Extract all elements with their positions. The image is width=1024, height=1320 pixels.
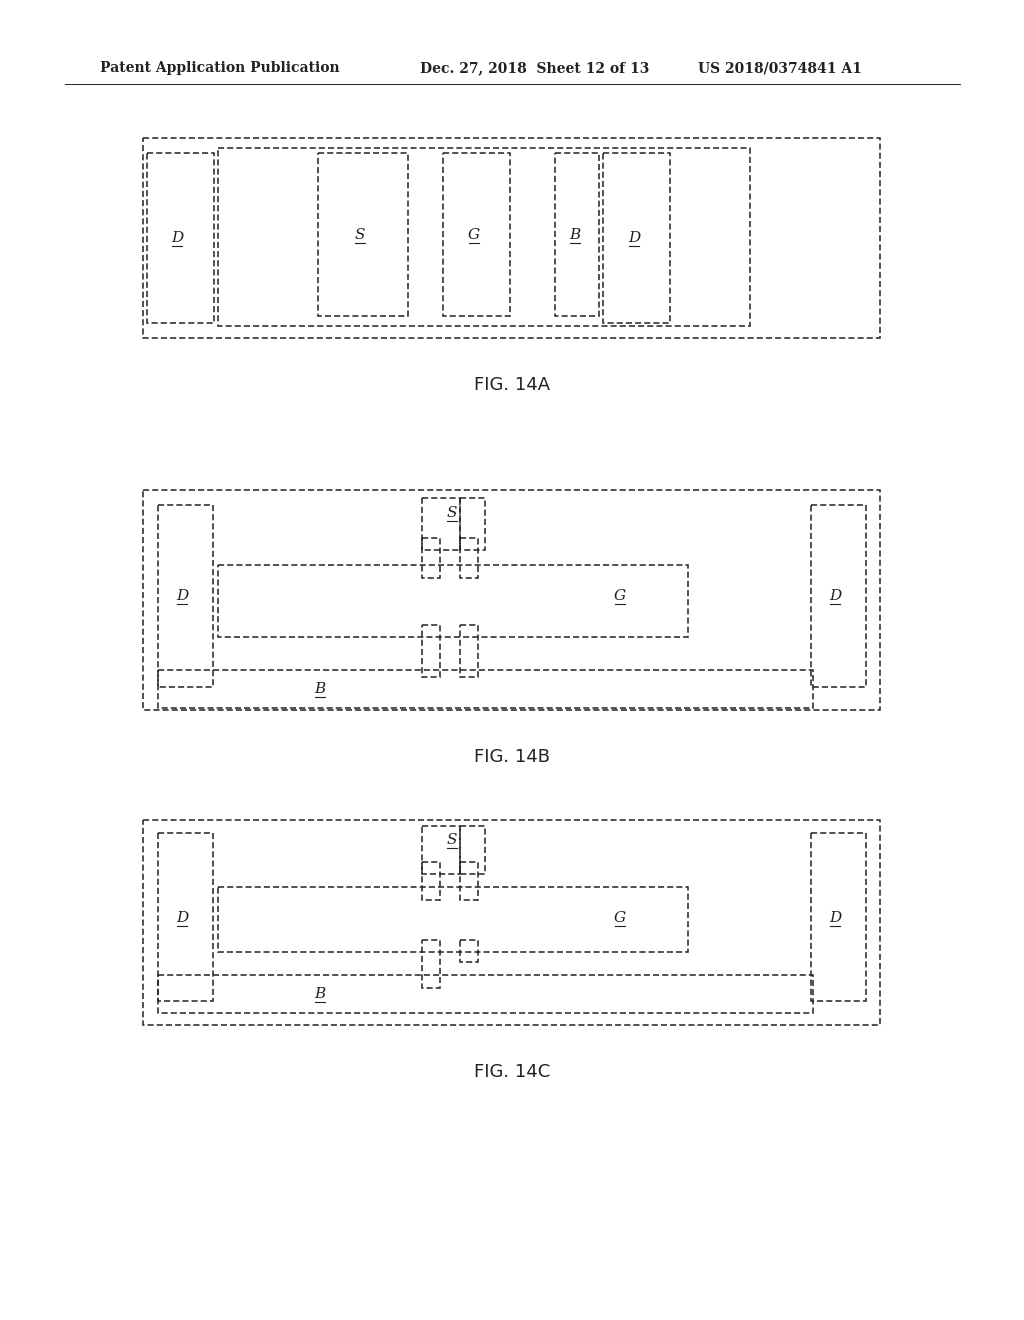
Text: G: G <box>614 911 626 925</box>
Bar <box>158 671 813 708</box>
Text: S: S <box>446 506 458 520</box>
Text: D: D <box>628 231 640 246</box>
Bar <box>460 826 485 874</box>
Bar <box>422 539 440 578</box>
Bar <box>460 940 478 962</box>
Text: D: D <box>828 589 841 603</box>
Bar <box>218 887 688 952</box>
Bar <box>422 498 460 550</box>
Bar <box>422 624 440 677</box>
Text: B: B <box>314 987 326 1001</box>
Bar <box>422 826 460 874</box>
Text: Dec. 27, 2018  Sheet 12 of 13: Dec. 27, 2018 Sheet 12 of 13 <box>420 61 649 75</box>
Bar <box>158 833 213 1001</box>
Text: FIG. 14C: FIG. 14C <box>474 1063 550 1081</box>
Text: S: S <box>446 833 458 847</box>
Text: D: D <box>176 911 188 925</box>
Bar <box>158 506 213 686</box>
Bar <box>460 539 478 578</box>
Bar <box>603 153 670 323</box>
Bar <box>460 862 478 900</box>
Bar <box>422 940 440 987</box>
Text: D: D <box>828 911 841 925</box>
Text: US 2018/0374841 A1: US 2018/0374841 A1 <box>698 61 862 75</box>
Bar <box>811 506 866 686</box>
Text: B: B <box>314 682 326 696</box>
Bar <box>143 820 880 1026</box>
Bar <box>318 153 408 315</box>
Bar <box>143 490 880 710</box>
Text: S: S <box>354 228 366 242</box>
Bar <box>158 975 813 1012</box>
Bar <box>218 148 750 326</box>
Bar <box>218 565 688 638</box>
Text: G: G <box>468 228 480 242</box>
Bar <box>422 862 440 900</box>
Bar <box>443 153 510 315</box>
Text: D: D <box>171 231 183 246</box>
Text: D: D <box>176 589 188 603</box>
Bar <box>460 498 485 550</box>
Bar <box>811 833 866 1001</box>
Text: B: B <box>569 228 581 242</box>
Text: FIG. 14B: FIG. 14B <box>474 748 550 766</box>
Bar <box>555 153 599 315</box>
Bar <box>143 139 880 338</box>
Bar <box>460 624 478 677</box>
Text: G: G <box>614 589 626 603</box>
Bar <box>147 153 214 323</box>
Text: FIG. 14A: FIG. 14A <box>474 376 550 393</box>
Text: Patent Application Publication: Patent Application Publication <box>100 61 340 75</box>
